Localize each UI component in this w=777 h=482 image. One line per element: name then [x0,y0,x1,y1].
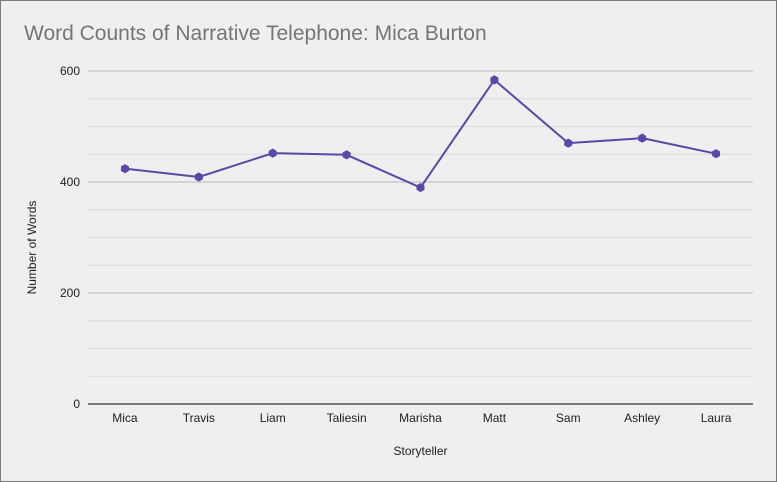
data-point [194,172,203,182]
x-tick-label: Laura [701,411,732,425]
series-layer [120,75,721,193]
data-point [120,164,129,174]
x-tick-label: Travis [183,411,215,425]
x-tick-label: Mica [112,411,138,425]
y-tick-label: 400 [60,175,80,189]
data-point [638,133,647,143]
y-tick-label: 200 [60,286,80,300]
y-tick-label: 0 [73,397,80,411]
x-tick-label: Sam [556,411,581,425]
data-point [268,148,277,158]
data-point [564,138,573,148]
x-tick-label: Matt [483,411,507,425]
x-tick-label: Marisha [399,411,442,425]
data-point [342,150,351,160]
data-point [416,182,425,193]
tick-labels: 0 200 400 600 Mica Travis Liam Taliesin Marisha M… [60,64,732,425]
grid-lines [88,70,753,377]
x-tick-label: Ashley [624,411,660,425]
chart-title: Word Counts of Narrative Telephone: Mica… [24,22,487,45]
y-axis-label: Number of Words [25,201,39,295]
x-tick-label: Taliesin [327,411,367,425]
series-line [124,78,717,189]
data-point [712,149,721,159]
data-point [490,75,499,85]
x-axis-label: Storyteller [393,444,447,458]
y-tick-label: 600 [60,64,80,78]
x-tick-label: Liam [260,411,286,425]
